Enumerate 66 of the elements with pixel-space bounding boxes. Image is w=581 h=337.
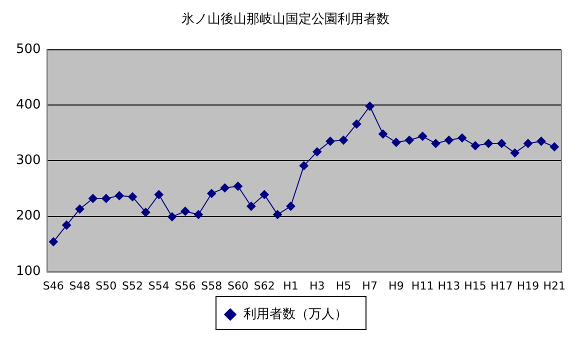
point	[154, 190, 164, 200]
point	[62, 220, 72, 230]
x-tick-label: S58	[201, 279, 222, 292]
point	[207, 188, 216, 198]
y-tick-label: 200	[16, 208, 41, 224]
y-tick-label: 400	[16, 98, 41, 113]
point	[102, 194, 111, 203]
point	[273, 210, 282, 220]
x-tick-label: H19	[516, 279, 540, 292]
x-tick-label: S54	[148, 279, 170, 292]
point	[338, 136, 348, 145]
point	[418, 132, 428, 141]
point	[470, 141, 480, 150]
point	[141, 208, 150, 217]
point	[180, 206, 190, 216]
x-tick-label: S50	[96, 279, 117, 292]
point	[88, 194, 98, 203]
legend-label: 利用者数（万人）	[243, 306, 348, 322]
y-tick-label: 500	[16, 42, 41, 57]
x-tick-label: H13	[438, 279, 460, 292]
x-tick-label: H5	[336, 279, 352, 292]
point	[220, 183, 230, 192]
point	[392, 138, 401, 147]
point	[75, 204, 84, 214]
point	[404, 136, 414, 145]
x-tick-label: H7	[362, 279, 378, 292]
x-tick-label: H17	[490, 279, 513, 292]
x-tick-label: S60	[227, 279, 248, 292]
y-tick-label: 300	[16, 153, 41, 168]
chart-title: 氷ノ山後山那岐山国定公園利用者数	[182, 12, 390, 28]
x-tick-label: H15	[464, 279, 486, 292]
x-tick-label: H9	[388, 279, 404, 292]
x-tick-label: S46	[42, 279, 64, 292]
x-tick-label: H3	[309, 279, 325, 292]
point	[524, 138, 533, 148]
point	[312, 147, 322, 156]
point	[299, 161, 308, 170]
x-tick-label: S56	[174, 279, 196, 292]
point	[484, 138, 493, 148]
point	[233, 182, 242, 191]
point	[194, 210, 203, 220]
point	[114, 191, 124, 200]
point	[378, 130, 388, 139]
point	[497, 138, 506, 148]
point	[48, 237, 58, 246]
point	[431, 138, 440, 148]
point	[444, 136, 454, 145]
point	[246, 202, 256, 211]
x-tick-label: S62	[254, 279, 275, 292]
point	[128, 192, 138, 202]
x-tick-label: H21	[543, 279, 566, 292]
point	[510, 148, 520, 158]
y-tick-label: 100	[16, 264, 41, 280]
x-tick-label: S52	[122, 279, 144, 292]
x-tick-label: H11	[411, 279, 434, 292]
point	[326, 136, 335, 146]
point	[286, 202, 296, 211]
point	[536, 136, 546, 146]
point	[365, 102, 374, 111]
point	[168, 212, 177, 222]
point	[352, 120, 362, 129]
point	[550, 142, 559, 152]
x-tick-label: H1	[283, 279, 298, 292]
point	[458, 133, 467, 142]
point	[260, 190, 269, 200]
x-tick-label: S48	[69, 279, 90, 292]
